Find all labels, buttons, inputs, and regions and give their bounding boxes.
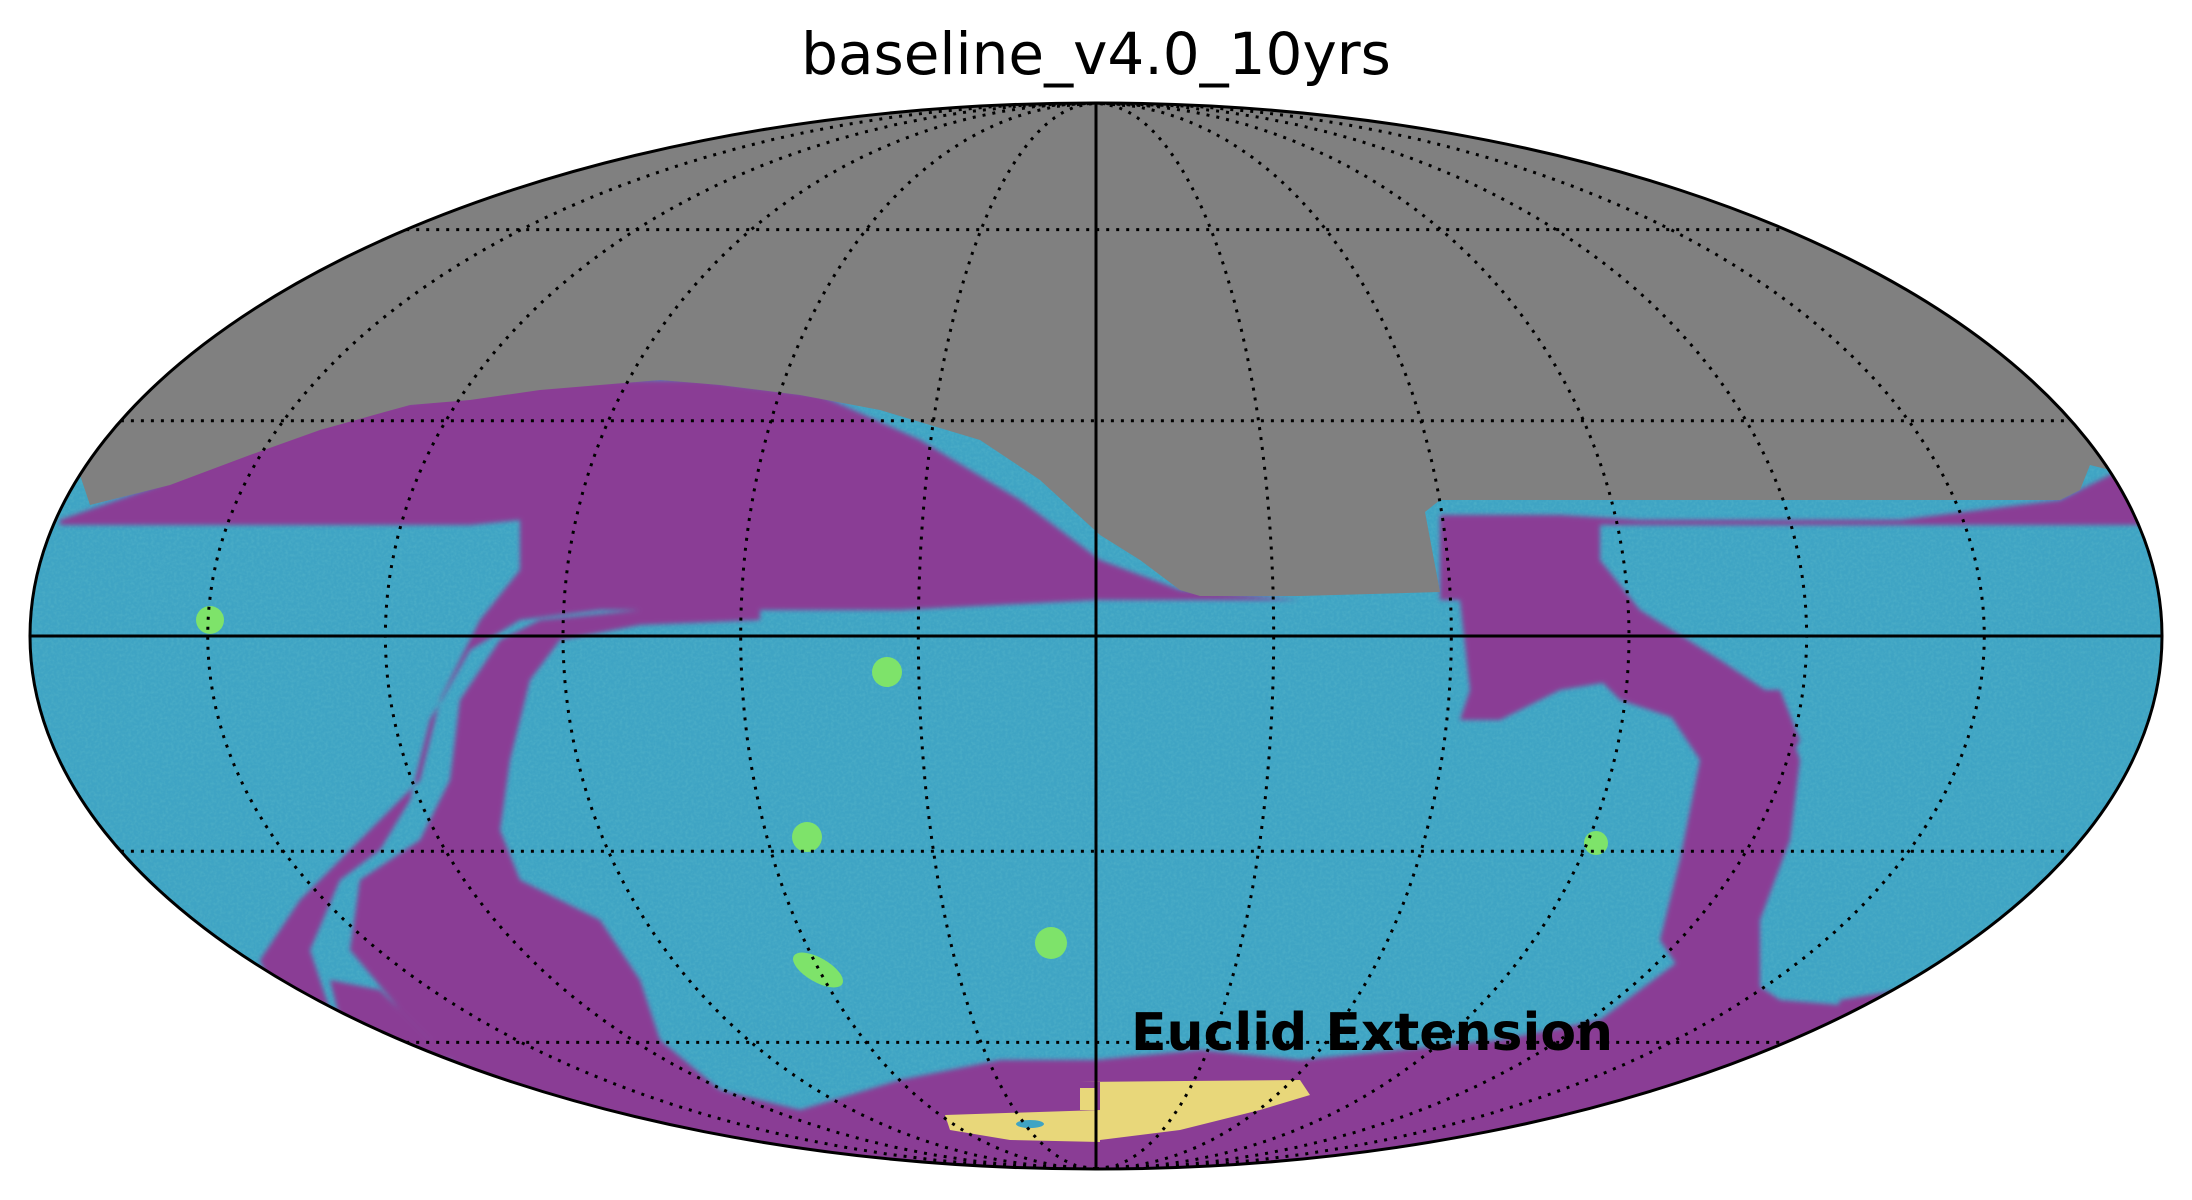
euclid-hole	[1016, 1120, 1044, 1128]
meridian-line	[1095, 103, 1276, 1169]
ddf-6	[1584, 831, 1608, 855]
meridian-line	[916, 103, 1097, 1169]
euclid-extension-label: Euclid Extension	[1131, 1003, 1613, 1063]
meridian-line	[1095, 103, 1453, 1169]
ddf-3	[792, 822, 822, 852]
ddf-1	[196, 606, 224, 634]
map-outline	[28, 101, 2164, 1171]
euclid-extension-region	[945, 1080, 1310, 1142]
ddf-4	[1035, 927, 1067, 959]
deep-drilling-fields	[196, 606, 1608, 988]
ddf-2	[872, 657, 902, 687]
meridian-line	[739, 103, 1097, 1169]
ddf-5	[793, 952, 843, 988]
map-title: baseline_v4.0_10yrs	[801, 20, 1391, 88]
